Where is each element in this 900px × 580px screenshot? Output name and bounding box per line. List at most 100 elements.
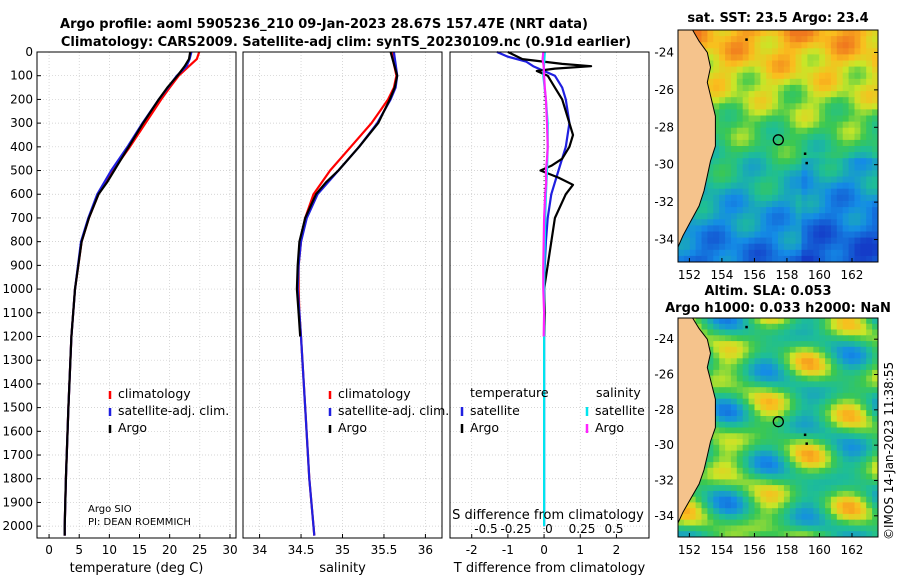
map-cell (748, 335, 755, 342)
map-cell (789, 387, 797, 394)
map-cell (725, 170, 732, 177)
map-cell (748, 398, 755, 405)
map-cell (719, 72, 726, 80)
map-cell (783, 194, 791, 202)
map-cell (719, 479, 726, 486)
map-cell (760, 127, 767, 135)
map-cell (825, 352, 832, 359)
map-cell (789, 513, 797, 521)
map-cell (848, 91, 855, 98)
map-cell (848, 427, 855, 434)
map-cell (748, 444, 755, 452)
map-cell (795, 392, 802, 400)
map-cell (742, 48, 750, 55)
map-cell (713, 30, 720, 37)
map-cell (819, 427, 826, 434)
map-cell (783, 249, 791, 257)
map-cell (736, 329, 744, 336)
map-cell (778, 219, 785, 226)
s-tick-label: 0.25 (569, 522, 596, 536)
map-cell (713, 194, 720, 202)
map-cell (754, 485, 761, 492)
map-cell (872, 490, 879, 498)
map-cell (736, 139, 744, 147)
map-cell (778, 513, 785, 521)
map-cell (736, 158, 744, 165)
map-cell (725, 194, 732, 202)
map-cell (760, 490, 767, 498)
map-cell (783, 158, 791, 165)
map-cell (801, 381, 808, 388)
map-cell (807, 200, 814, 208)
map-cell (760, 467, 767, 475)
map-cell (783, 109, 791, 116)
map-cell (789, 146, 797, 153)
map-cell (754, 225, 761, 232)
map-cell (772, 439, 779, 446)
map-cell (707, 207, 714, 214)
map-cell (736, 421, 744, 428)
map-cell (778, 225, 785, 232)
map-cell (807, 207, 814, 214)
main-title-line2: Climatology: CARS2009. Satellite-adj cli… (61, 35, 631, 50)
map-cell (807, 231, 814, 239)
map-cell (778, 48, 785, 55)
map-cell (719, 346, 726, 354)
map-cell (789, 358, 797, 365)
map-cell (836, 531, 844, 538)
map-cell (719, 170, 726, 177)
map-cell (789, 398, 797, 405)
map-cell (807, 170, 814, 177)
map-cell (807, 341, 814, 348)
map-cell (795, 525, 802, 532)
map-cell (807, 97, 814, 104)
map-cell (754, 36, 761, 43)
map-cell (854, 231, 861, 239)
legend-entry: climatology (118, 386, 191, 401)
map-cell (819, 103, 826, 110)
map-cell (830, 36, 838, 43)
map-cell (801, 255, 808, 263)
map-cell (825, 200, 832, 208)
map-cell (748, 410, 755, 417)
map-cell (783, 352, 791, 359)
map-cell (772, 462, 779, 469)
map-cell (778, 416, 785, 423)
map-cell (736, 519, 744, 526)
map-cell (713, 479, 720, 486)
map-cell (707, 164, 714, 171)
map-cell (725, 473, 732, 480)
map-cell (701, 508, 708, 515)
map-cell (830, 329, 838, 336)
map-cell (854, 450, 861, 457)
map-cell (807, 335, 814, 342)
map-cell (789, 231, 797, 239)
map-cell (730, 109, 738, 116)
map-cell (848, 364, 855, 371)
map-cell (872, 410, 879, 417)
map-cell (801, 78, 808, 86)
map-cell (872, 97, 879, 104)
map-cell (725, 30, 732, 37)
map-cell (866, 91, 873, 98)
map-cell (860, 243, 867, 251)
map-cell (748, 176, 755, 184)
map-cell (742, 127, 750, 135)
map-cell (860, 508, 867, 515)
y-tick-label: 1900 (2, 495, 33, 509)
map-cell (719, 364, 726, 371)
map-cell (801, 352, 808, 359)
map-cell (860, 473, 867, 480)
map-cell (754, 42, 761, 49)
map-cell (742, 84, 750, 92)
map-cell (807, 462, 814, 469)
map-cell (760, 450, 767, 457)
map-cell (754, 152, 761, 159)
map-cell (748, 341, 755, 348)
map-cell (754, 182, 761, 190)
map-cell (678, 255, 685, 263)
map-cell (789, 84, 797, 92)
map-cell (795, 152, 802, 159)
map-cell (830, 462, 838, 469)
map-cell (854, 109, 861, 116)
